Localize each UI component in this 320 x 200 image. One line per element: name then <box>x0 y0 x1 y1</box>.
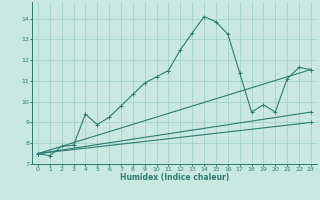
X-axis label: Humidex (Indice chaleur): Humidex (Indice chaleur) <box>120 173 229 182</box>
